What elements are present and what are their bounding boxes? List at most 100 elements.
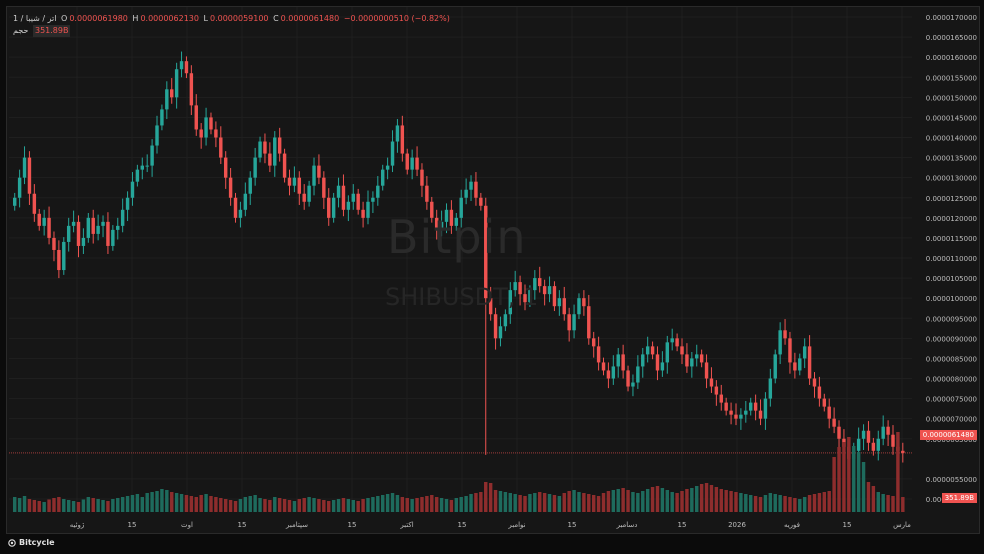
- time-tick-label: دسامبر: [616, 521, 638, 529]
- candle-body: [778, 330, 782, 355]
- close-value: 0.0000061480: [280, 14, 340, 23]
- candlestick-chart[interactable]: 0.0000170000 0.0000165000 0.0000160000 0.00…: [7, 7, 980, 534]
- candle-body: [116, 225, 120, 230]
- volume-bar: [209, 496, 213, 512]
- volume-bar: [817, 493, 822, 512]
- volume-bar: [616, 489, 620, 512]
- price-tick-label: 0.0000070000: [926, 416, 977, 424]
- candle-body: [699, 354, 704, 363]
- candle-body: [160, 109, 164, 126]
- candle-body: [312, 165, 316, 186]
- volume-bar: [773, 494, 777, 512]
- volume-bar: [538, 492, 542, 512]
- volume-bar: [346, 499, 351, 512]
- volume-bar: [420, 497, 424, 512]
- price-tick-label: 0.0000145000: [926, 114, 977, 122]
- volume-bar: [66, 500, 71, 512]
- volume-bar: [17, 498, 22, 512]
- candle-body: [425, 185, 429, 202]
- price-tick-label: 0.0000140000: [926, 135, 977, 143]
- volume-bar: [248, 496, 252, 512]
- volume-bar: [763, 495, 768, 512]
- volume-bar: [798, 499, 802, 512]
- volume-bar: [214, 497, 218, 512]
- candle-body: [380, 169, 385, 186]
- volume-bar: [459, 497, 463, 512]
- candle-body: [405, 153, 409, 170]
- volume-bar: [596, 496, 601, 512]
- volume-bar: [395, 495, 400, 512]
- volume-bar: [469, 494, 473, 512]
- volume-bar: [783, 496, 787, 512]
- chart-panel[interactable]: 0.0000170000 0.0000165000 0.0000160000 0.00…: [6, 6, 980, 534]
- volume-bar: [591, 495, 596, 512]
- candle-body: [685, 354, 689, 367]
- candle-body: [199, 129, 203, 138]
- candle-body: [714, 386, 719, 395]
- volume-bar: [287, 500, 292, 512]
- volume-bar: [91, 498, 95, 512]
- candle-body: [469, 181, 473, 190]
- candle-body: [91, 217, 95, 234]
- volume-bar: [881, 494, 885, 512]
- volume-bar: [901, 497, 905, 512]
- volume-bar: [130, 495, 135, 512]
- candle-body: [66, 225, 71, 242]
- volume-bar: [631, 492, 635, 512]
- low-label: L: [203, 14, 208, 23]
- candle-body: [96, 225, 100, 234]
- candle-body: [13, 197, 17, 206]
- candle-body: [881, 426, 885, 439]
- candle-body: [37, 213, 41, 226]
- low-value: 0.0000059100: [209, 14, 269, 23]
- volume-bar: [42, 502, 46, 512]
- volume-bar: [219, 498, 223, 512]
- volume-bar: [444, 499, 449, 512]
- footer-logo[interactable]: Bitcycle: [8, 538, 55, 547]
- candle-body: [484, 205, 488, 299]
- candle-body: [650, 346, 655, 355]
- volume-bar: [871, 486, 876, 512]
- volume-bar: [690, 488, 694, 512]
- volume-bar: [366, 498, 370, 512]
- candle-body: [125, 197, 130, 210]
- volume-bar: [111, 499, 115, 512]
- volume-bar: [577, 492, 581, 512]
- price-tick-label: 0.0000135000: [926, 155, 977, 163]
- candle-body: [263, 141, 267, 154]
- price-tick-label: 0.0000075000: [926, 396, 977, 404]
- price-tick-label: 0.0000165000: [926, 34, 977, 42]
- volume-bar: [753, 496, 758, 512]
- volume-bar: [405, 498, 409, 512]
- volume-bar: [587, 494, 591, 512]
- price-tick-label: 0.0000100000: [926, 295, 977, 303]
- candle-body: [459, 197, 463, 218]
- price-tick-label: 0.0000130000: [926, 175, 977, 183]
- volume-bar: [606, 491, 611, 512]
- volume-bar: [680, 491, 684, 512]
- volume-bar: [81, 499, 86, 512]
- candle-body: [793, 362, 797, 371]
- candle-body: [277, 137, 282, 154]
- candle-body: [577, 298, 581, 315]
- candle-body: [891, 434, 895, 447]
- volume-bar: [263, 499, 267, 512]
- volume-bar: [562, 493, 566, 512]
- volume-bar: [670, 492, 674, 512]
- candle-body: [361, 209, 365, 218]
- volume-bar: [739, 493, 743, 512]
- volume-bar: [86, 497, 91, 512]
- volume-bar: [268, 500, 272, 512]
- volume-bar: [832, 457, 836, 512]
- candle-body: [744, 410, 748, 415]
- candle-body: [739, 414, 743, 419]
- candle-body: [170, 89, 174, 98]
- candle-body: [385, 165, 390, 170]
- volume-bar: [106, 501, 110, 512]
- volume-bar: [454, 498, 459, 512]
- footer-bar: Bitcycle: [0, 534, 984, 554]
- current-price-tag: 0.0000061480: [919, 430, 977, 440]
- candle-body: [430, 201, 434, 218]
- candle-body: [538, 278, 542, 287]
- candle-body: [336, 185, 341, 198]
